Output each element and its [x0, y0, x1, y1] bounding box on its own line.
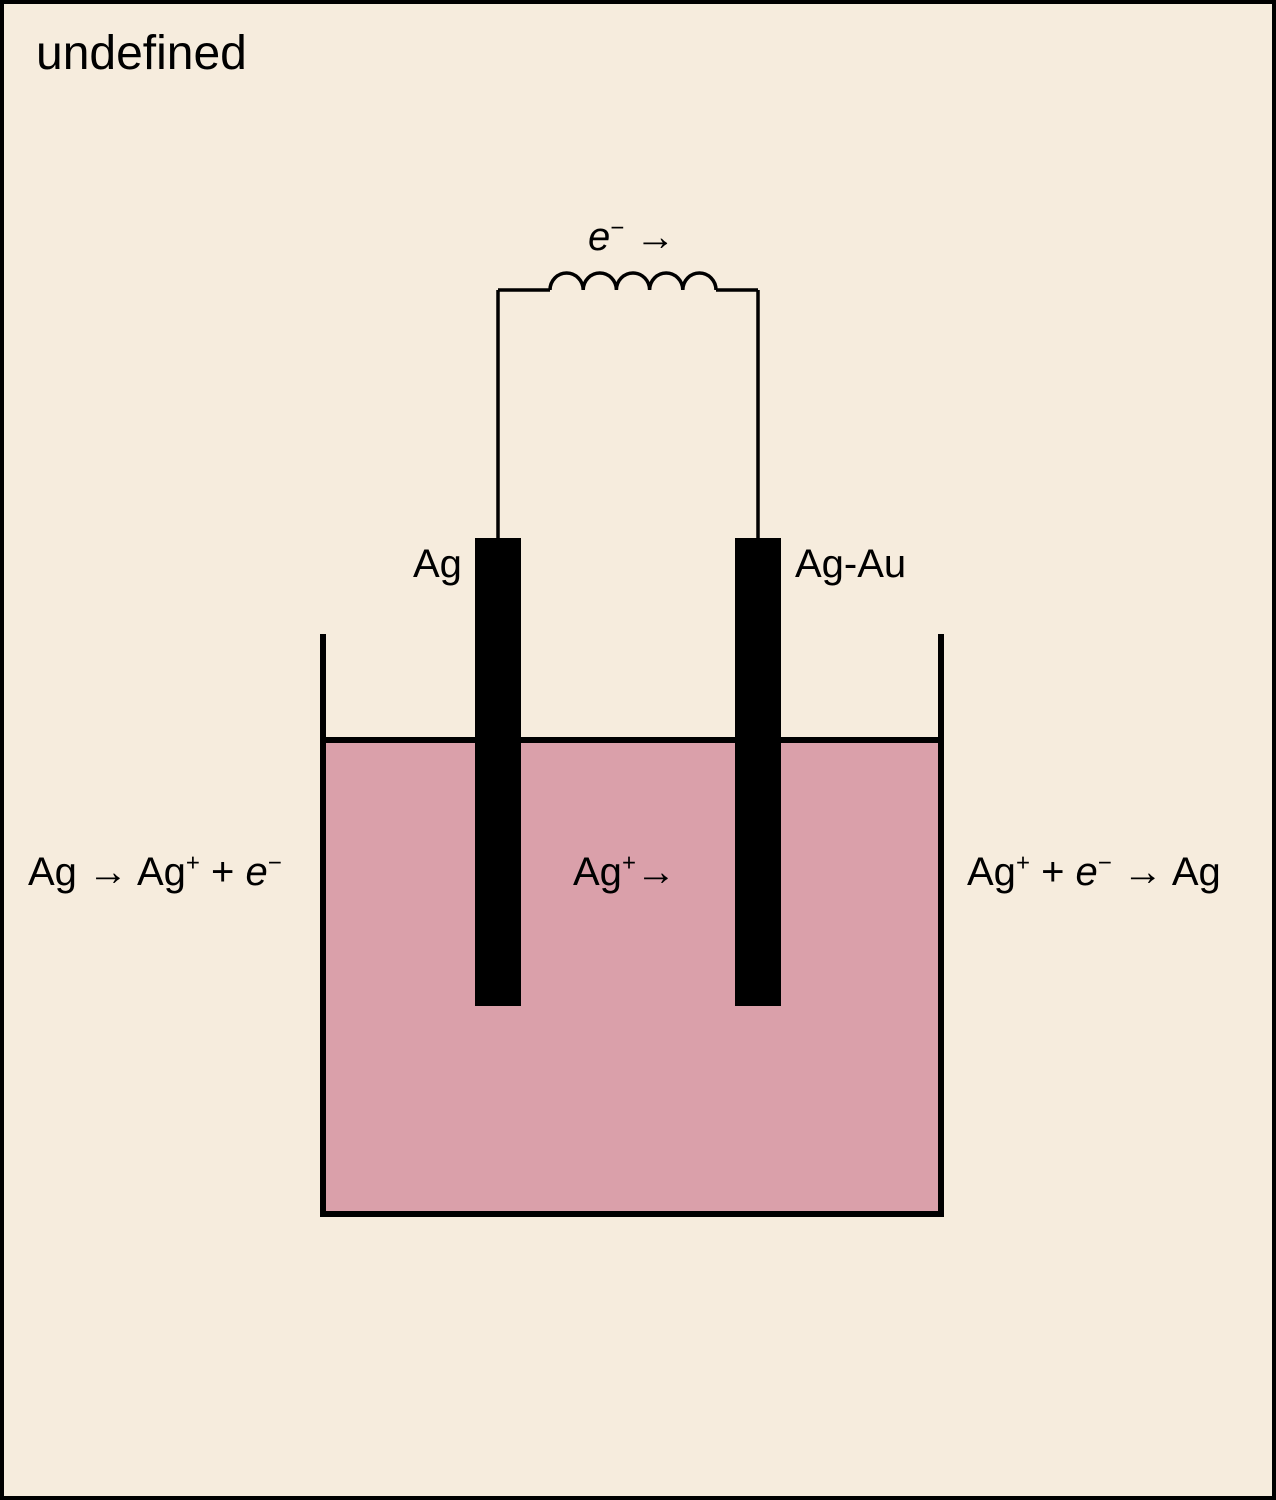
cathode-reaction-label: Ag+ + e− → Ag [967, 850, 1221, 895]
left-electrode-label: Ag [413, 542, 462, 587]
electrochemical-cell-figure: undefined e− → Ag Ag-Au Ag → Ag+ + e− Ag+→ Ag+… [0, 0, 1276, 1500]
ion-migration-label: Ag+→ [573, 850, 676, 895]
electron-flow-label: e− → [588, 215, 675, 260]
right-electrode-label: Ag-Au [795, 542, 906, 587]
panel-label: undefined [36, 26, 247, 81]
anode-reaction-label: Ag → Ag+ + e− [28, 850, 282, 895]
